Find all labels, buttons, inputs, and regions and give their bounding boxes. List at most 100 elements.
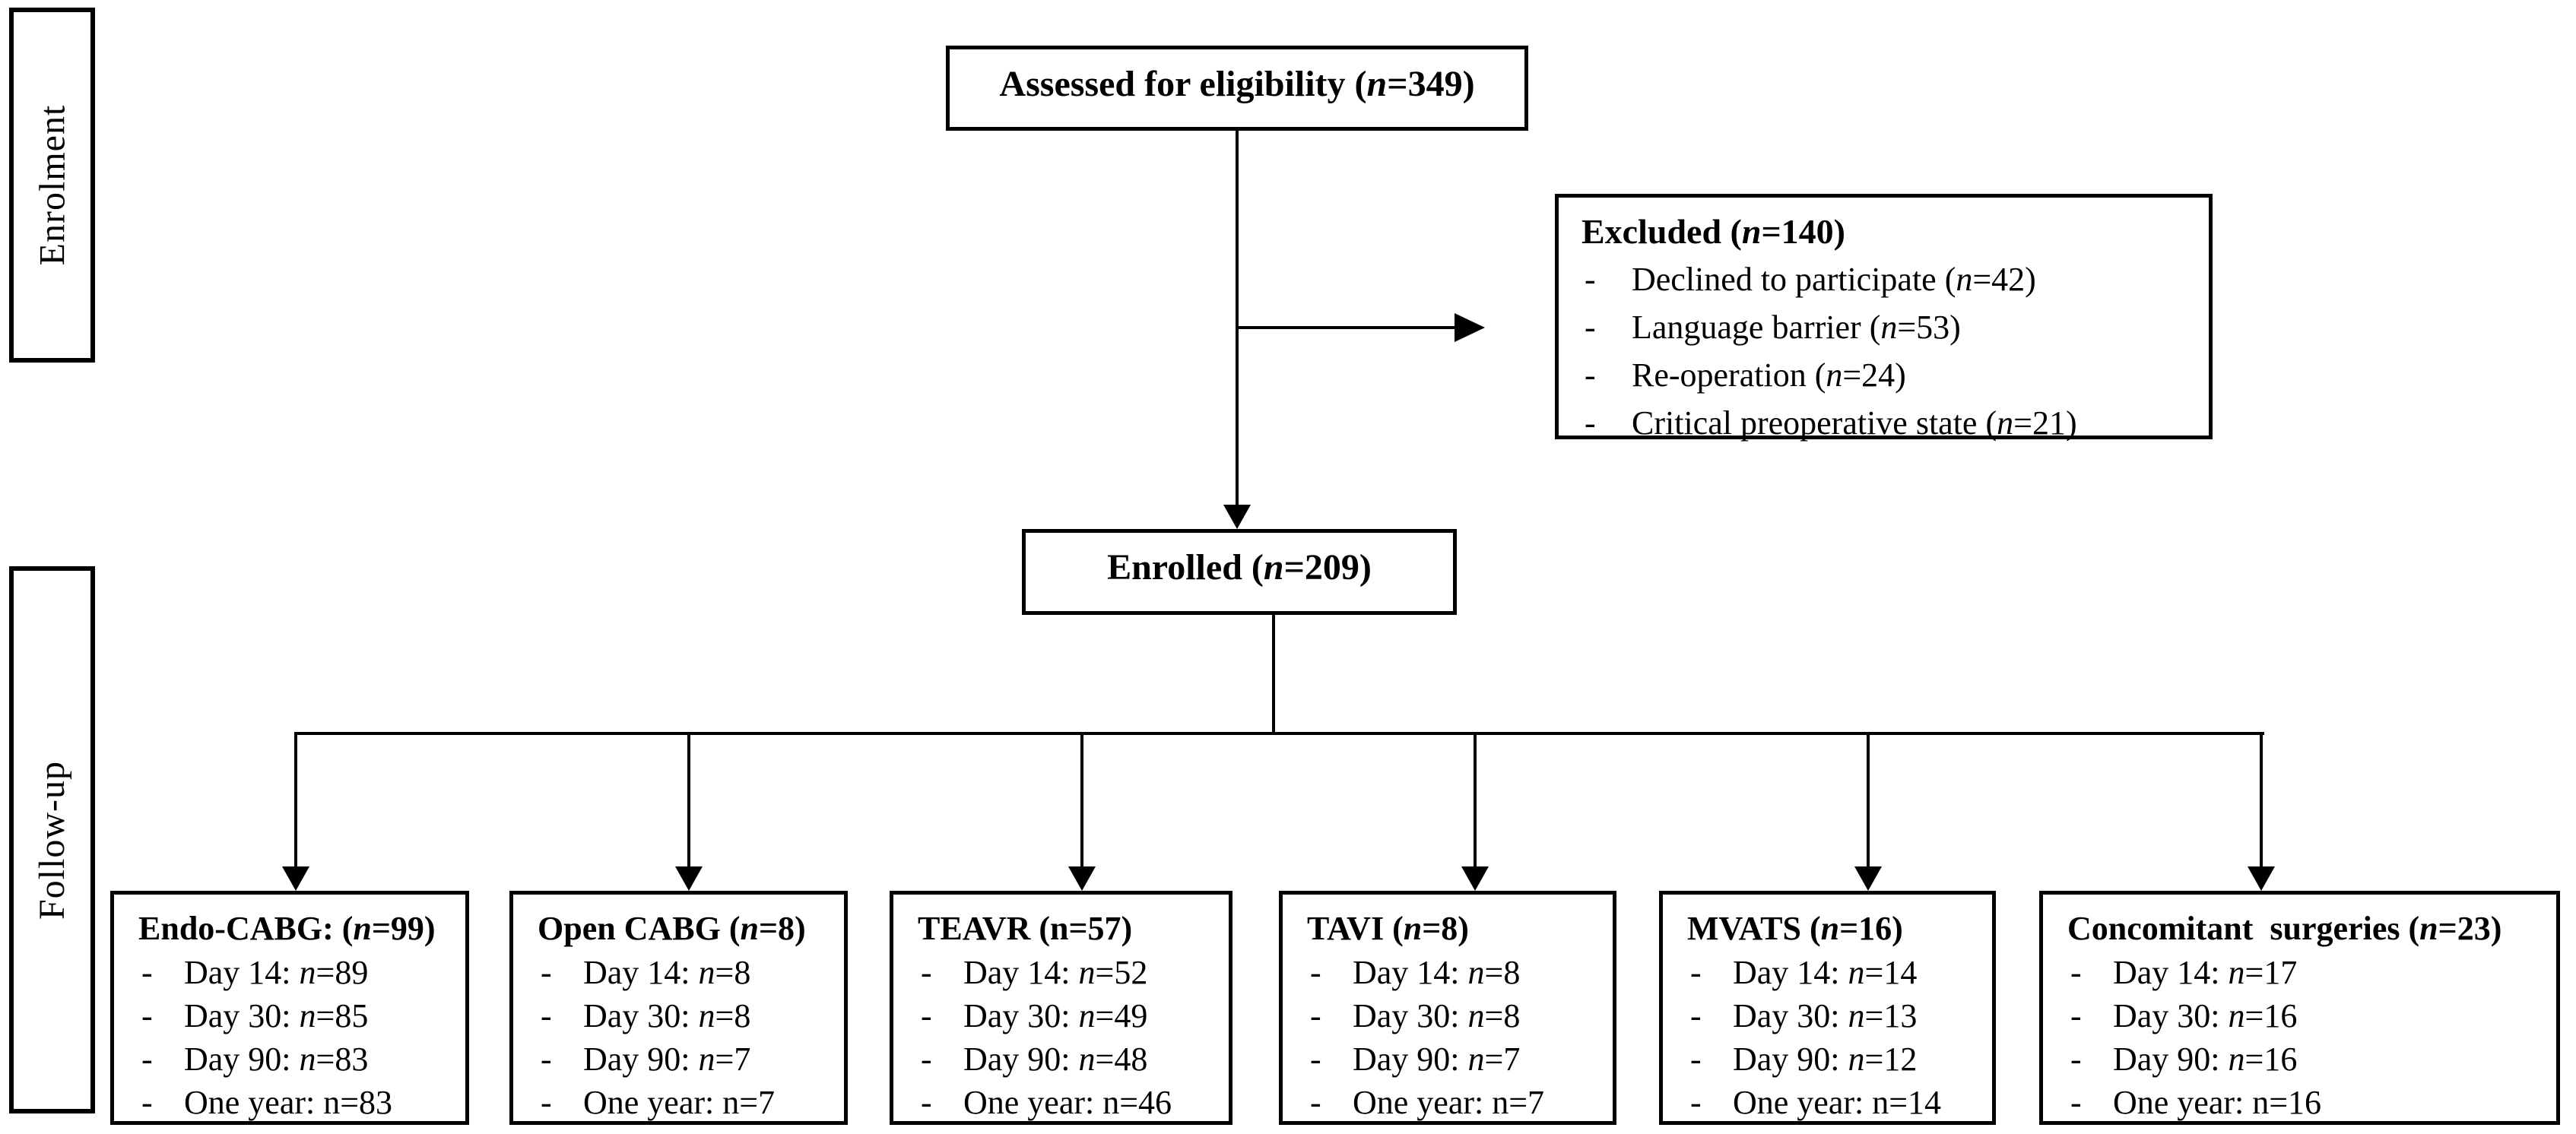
group-item: - Day 14: n=8 (1283, 951, 1613, 994)
excluded-item-text: Critical preoperative state (n=21) (1632, 404, 2077, 442)
group-item: - Day 30: n=13 (1663, 994, 1992, 1037)
group-item-text: Day 30: n=85 (184, 997, 369, 1034)
group-item: - Day 90: n=7 (1283, 1037, 1613, 1081)
bullet-dash: - (1690, 1084, 1702, 1121)
group-item: - Day 90: n=48 (893, 1037, 1229, 1081)
group-item-text: Day 90: n=7 (583, 1041, 751, 1078)
bullet-dash: - (141, 954, 153, 991)
group-item: - Day 30: n=85 (114, 994, 465, 1037)
bullet-dash: - (1585, 404, 1596, 442)
group-title: MVATS (n=16) (1687, 910, 1903, 947)
bullet-dash: - (1585, 309, 1596, 346)
group-item-text: Day 14: n=89 (184, 954, 369, 991)
excluded-item: - Language barrier (n=53) (1559, 303, 2209, 351)
group-box-teavr: TEAVR (n=57) - Day 14: n=52 - Day 30: n=… (890, 891, 1232, 1125)
group-item: - Day 14: n=8 (513, 951, 844, 994)
group-item: - Day 90: n=7 (513, 1037, 844, 1081)
bullet-dash: - (2070, 1084, 2082, 1121)
group-item: - Day 14: n=52 (893, 951, 1229, 994)
bullet-dash: - (141, 997, 153, 1034)
connector-assessed-to-enrolled (1236, 131, 1239, 506)
group-item-text: Day 14: n=8 (583, 954, 751, 991)
connector-drop-open-cabg (687, 732, 690, 869)
group-item-text: Day 90: n=12 (1733, 1041, 1918, 1078)
arrowhead-into-concomitant (2248, 866, 2275, 891)
arrowhead-into-teavr (1068, 866, 1096, 891)
group-item-text: Day 30: n=8 (1353, 997, 1521, 1034)
group-item-text: One year: n=14 (1733, 1084, 1942, 1121)
group-item: - Day 30: n=49 (893, 994, 1229, 1037)
group-item-text: Day 90: n=83 (184, 1041, 369, 1078)
group-item: - Day 30: n=8 (513, 994, 844, 1037)
bullet-dash: - (1690, 1041, 1702, 1078)
bullet-dash: - (541, 997, 552, 1034)
connector-drop-tavi (1474, 732, 1477, 869)
bullet-dash: - (541, 954, 552, 991)
excluded-item-text: Declined to participate (n=42) (1632, 261, 2036, 298)
group-item-text: One year: n=16 (2113, 1084, 2322, 1121)
group-item-text: One year: n=46 (963, 1084, 1172, 1121)
excluded-item-text: Language barrier (n=53) (1632, 309, 1961, 346)
group-item: - One year: n=46 (893, 1081, 1229, 1124)
group-item: - Day 90: n=16 (2043, 1037, 2556, 1081)
connector-enrolled-to-rail (1272, 615, 1275, 733)
group-item: - One year: n=16 (2043, 1081, 2556, 1124)
group-item-text: Day 14: n=17 (2113, 954, 2298, 991)
group-item-text: Day 30: n=49 (963, 997, 1148, 1034)
group-item: - Day 30: n=8 (1283, 994, 1613, 1037)
stage-box-follow-up: Follow-up (9, 566, 95, 1113)
arrowhead-toward-excluded (1455, 313, 1485, 342)
group-box-tavi: TAVI (n=8) - Day 14: n=8 - Day 30: n=8 -… (1279, 891, 1616, 1125)
connector-drop-mvats (1867, 732, 1870, 869)
group-item-text: Day 30: n=8 (583, 997, 751, 1034)
group-box-concomitant-surgeries: Concomitant surgeries (n=23) - Day 14: n… (2039, 891, 2560, 1125)
group-item-text: Day 14: n=8 (1353, 954, 1521, 991)
bullet-dash: - (1690, 954, 1702, 991)
arrowhead-into-tavi (1461, 866, 1489, 891)
bullet-dash: - (921, 1084, 932, 1121)
group-item-text: One year: n=7 (1353, 1084, 1545, 1121)
bullet-dash: - (1585, 356, 1596, 394)
group-box-open-cabg: Open CABG (n=8) - Day 14: n=8 - Day 30: … (509, 891, 848, 1125)
enrolled-text: Enrolled (n=209) (1107, 547, 1372, 588)
group-box-mvats: MVATS (n=16) - Day 14: n=14 - Day 30: n=… (1659, 891, 1996, 1125)
assessed-box: Assessed for eligibility (n=349) (946, 46, 1528, 131)
bullet-dash: - (2070, 997, 2082, 1034)
group-item-text: Day 30: n=16 (2113, 997, 2298, 1034)
group-item: - Day 90: n=12 (1663, 1037, 1992, 1081)
bullet-dash: - (141, 1084, 153, 1121)
group-item: - Day 14: n=89 (114, 951, 465, 994)
connector-drop-teavr (1080, 732, 1083, 869)
bullet-dash: - (1310, 954, 1321, 991)
bullet-dash: - (1310, 1084, 1321, 1121)
group-item-text: Day 90: n=48 (963, 1041, 1148, 1078)
group-item: - Day 30: n=16 (2043, 994, 2556, 1037)
bullet-dash: - (921, 997, 932, 1034)
arrowhead-into-mvats (1854, 866, 1882, 891)
enrolled-box: Enrolled (n=209) (1022, 529, 1457, 615)
bullet-dash: - (1310, 997, 1321, 1034)
connector-drop-endo-cabg (294, 732, 297, 869)
group-title: Concomitant surgeries (n=23) (2067, 910, 2502, 947)
bullet-dash: - (1585, 261, 1596, 298)
group-item-text: Day 30: n=13 (1733, 997, 1918, 1034)
group-item: - Day 14: n=17 (2043, 951, 2556, 994)
excluded-item: - Declined to participate (n=42) (1559, 255, 2209, 303)
bullet-dash: - (541, 1084, 552, 1121)
group-item-text: Day 90: n=16 (2113, 1041, 2298, 1078)
stage-label-enrolment: Enrolment (32, 104, 72, 266)
assessed-text: Assessed for eligibility (n=349) (999, 64, 1475, 104)
bullet-dash: - (1310, 1041, 1321, 1078)
group-item: - Day 90: n=83 (114, 1037, 465, 1081)
group-item: - One year: n=14 (1663, 1081, 1992, 1124)
excluded-item: - Critical preoperative state (n=21) (1559, 399, 2209, 447)
group-title: Endo-CABG: (n=99) (138, 910, 436, 947)
stage-box-enrolment: Enrolment (9, 8, 95, 363)
bullet-dash: - (921, 1041, 932, 1078)
excluded-item: - Re-operation (n=24) (1559, 351, 2209, 399)
connector-branch-to-excluded (1236, 326, 1456, 329)
excluded-item-text: Re-operation (n=24) (1632, 356, 1906, 394)
group-item: - One year: n=7 (1283, 1081, 1613, 1124)
arrowhead-into-endo-cabg (282, 866, 309, 891)
